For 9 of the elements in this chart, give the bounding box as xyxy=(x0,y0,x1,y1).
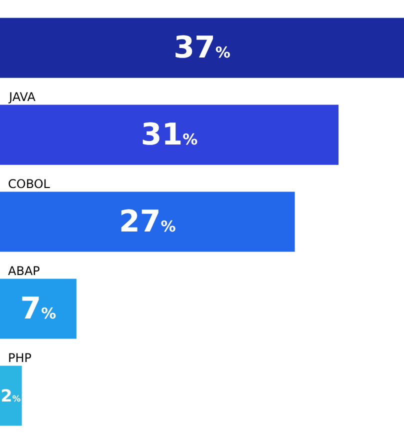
data-label: 2% xyxy=(0,386,22,406)
y-tick-label: ABAP xyxy=(8,264,40,278)
data-label: 31% xyxy=(140,117,198,152)
data-label: 37% xyxy=(174,30,230,66)
y-tick-label: PHP xyxy=(8,351,32,365)
y-tick-label: COBOL xyxy=(8,177,50,191)
data-label: 27% xyxy=(119,204,176,240)
data-label: 7% xyxy=(20,291,56,326)
y-tick-label: JAVA xyxy=(8,90,36,104)
